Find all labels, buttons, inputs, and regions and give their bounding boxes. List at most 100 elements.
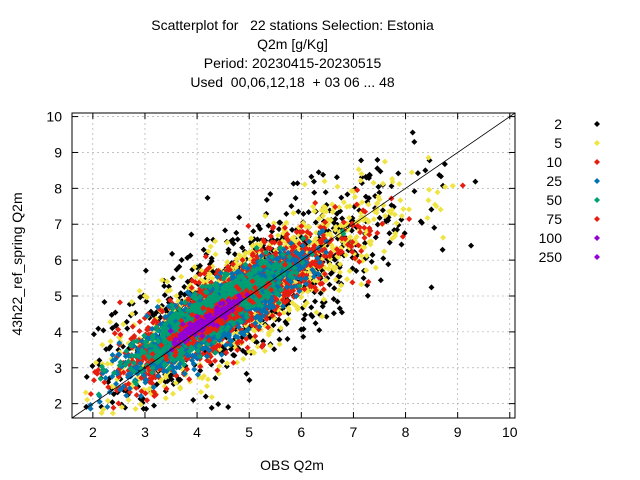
data-point: [172, 379, 179, 386]
data-point: [262, 212, 269, 219]
data-point: [130, 360, 137, 367]
data-point: [322, 277, 329, 284]
data-point: [312, 298, 319, 305]
data-point: [234, 359, 241, 366]
data-point: [293, 283, 300, 290]
data-point: [242, 250, 249, 257]
data-point: [316, 259, 323, 266]
data-point: [248, 235, 255, 242]
data-point: [87, 405, 94, 412]
data-point: [235, 324, 242, 331]
data-point: [293, 270, 300, 277]
data-point: [290, 256, 297, 263]
data-point: [376, 196, 383, 203]
data-point: [190, 396, 197, 403]
data-point: [301, 286, 308, 293]
data-point: [315, 274, 322, 281]
data-point: [178, 256, 185, 263]
data-point: [468, 242, 475, 249]
data-point: [312, 199, 319, 206]
data-point: [380, 180, 387, 187]
data-point: [349, 248, 356, 255]
chart-title-line-4: Used 00,06,12,18 + 03 06 ... 48: [190, 74, 395, 90]
data-point: [120, 321, 127, 328]
data-point: [116, 340, 123, 347]
chart-title-line-1: Scatterplot for 22 stations Selection: E…: [151, 17, 434, 33]
data-point: [199, 283, 206, 290]
data-point: [317, 237, 324, 244]
data-point: [280, 309, 287, 316]
data-point: [277, 244, 284, 251]
data-point: [372, 264, 379, 271]
data-point: [321, 270, 328, 277]
data-point: [336, 204, 343, 211]
data-point: [340, 219, 347, 226]
data-point: [295, 208, 302, 215]
data-point: [203, 283, 210, 290]
data-point: [337, 261, 344, 268]
data-point: [279, 303, 286, 310]
data-point: [330, 295, 337, 302]
data-point: [211, 339, 218, 346]
data-point: [87, 391, 94, 398]
data-point: [115, 351, 122, 358]
data-point: [313, 287, 320, 294]
data-point: [334, 183, 341, 190]
data-point: [200, 345, 207, 352]
data-point: [389, 235, 396, 242]
data-point: [340, 199, 347, 206]
data-point: [311, 277, 318, 284]
data-point: [125, 358, 132, 365]
data-point: [143, 312, 150, 319]
data-point: [249, 314, 256, 321]
data-point: [276, 226, 283, 233]
data-point: [313, 229, 320, 236]
data-point: [244, 327, 251, 334]
data-point: [219, 358, 226, 365]
data-point: [409, 129, 416, 136]
data-point: [188, 231, 195, 238]
data-point: [220, 275, 227, 282]
data-point: [176, 361, 183, 368]
data-point: [414, 170, 421, 177]
data-point: [282, 224, 289, 231]
data-point: [215, 401, 222, 408]
data-point: [184, 289, 191, 296]
data-point: [308, 304, 315, 311]
data-point: [133, 392, 140, 399]
data-point: [317, 290, 324, 297]
data-points: [82, 129, 479, 417]
data-point: [425, 197, 432, 204]
data-point: [360, 207, 367, 214]
data-point: [127, 342, 134, 349]
data-point: [286, 307, 293, 314]
data-point: [111, 330, 118, 337]
data-point: [113, 380, 120, 387]
data-point: [333, 174, 340, 181]
data-point: [147, 342, 154, 349]
data-point: [249, 250, 256, 257]
data-point: [156, 362, 163, 369]
data-point: [303, 259, 310, 266]
data-point: [388, 183, 395, 190]
data-point: [290, 210, 297, 217]
data-point: [302, 223, 309, 230]
data-point: [190, 360, 197, 367]
data-point: [311, 208, 318, 215]
data-point: [276, 336, 283, 343]
data-point: [250, 348, 257, 355]
data-point: [428, 206, 435, 213]
data-point: [406, 215, 413, 222]
data-point: [195, 279, 202, 286]
data-point: [130, 334, 137, 341]
data-point: [363, 252, 370, 259]
data-point: [200, 373, 207, 380]
data-point: [208, 404, 215, 411]
data-point: [425, 154, 432, 161]
data-point: [254, 236, 261, 243]
data-point: [222, 342, 229, 349]
data-point: [236, 274, 243, 281]
data-point: [112, 355, 119, 362]
data-point: [319, 303, 326, 310]
data-point: [352, 193, 359, 200]
